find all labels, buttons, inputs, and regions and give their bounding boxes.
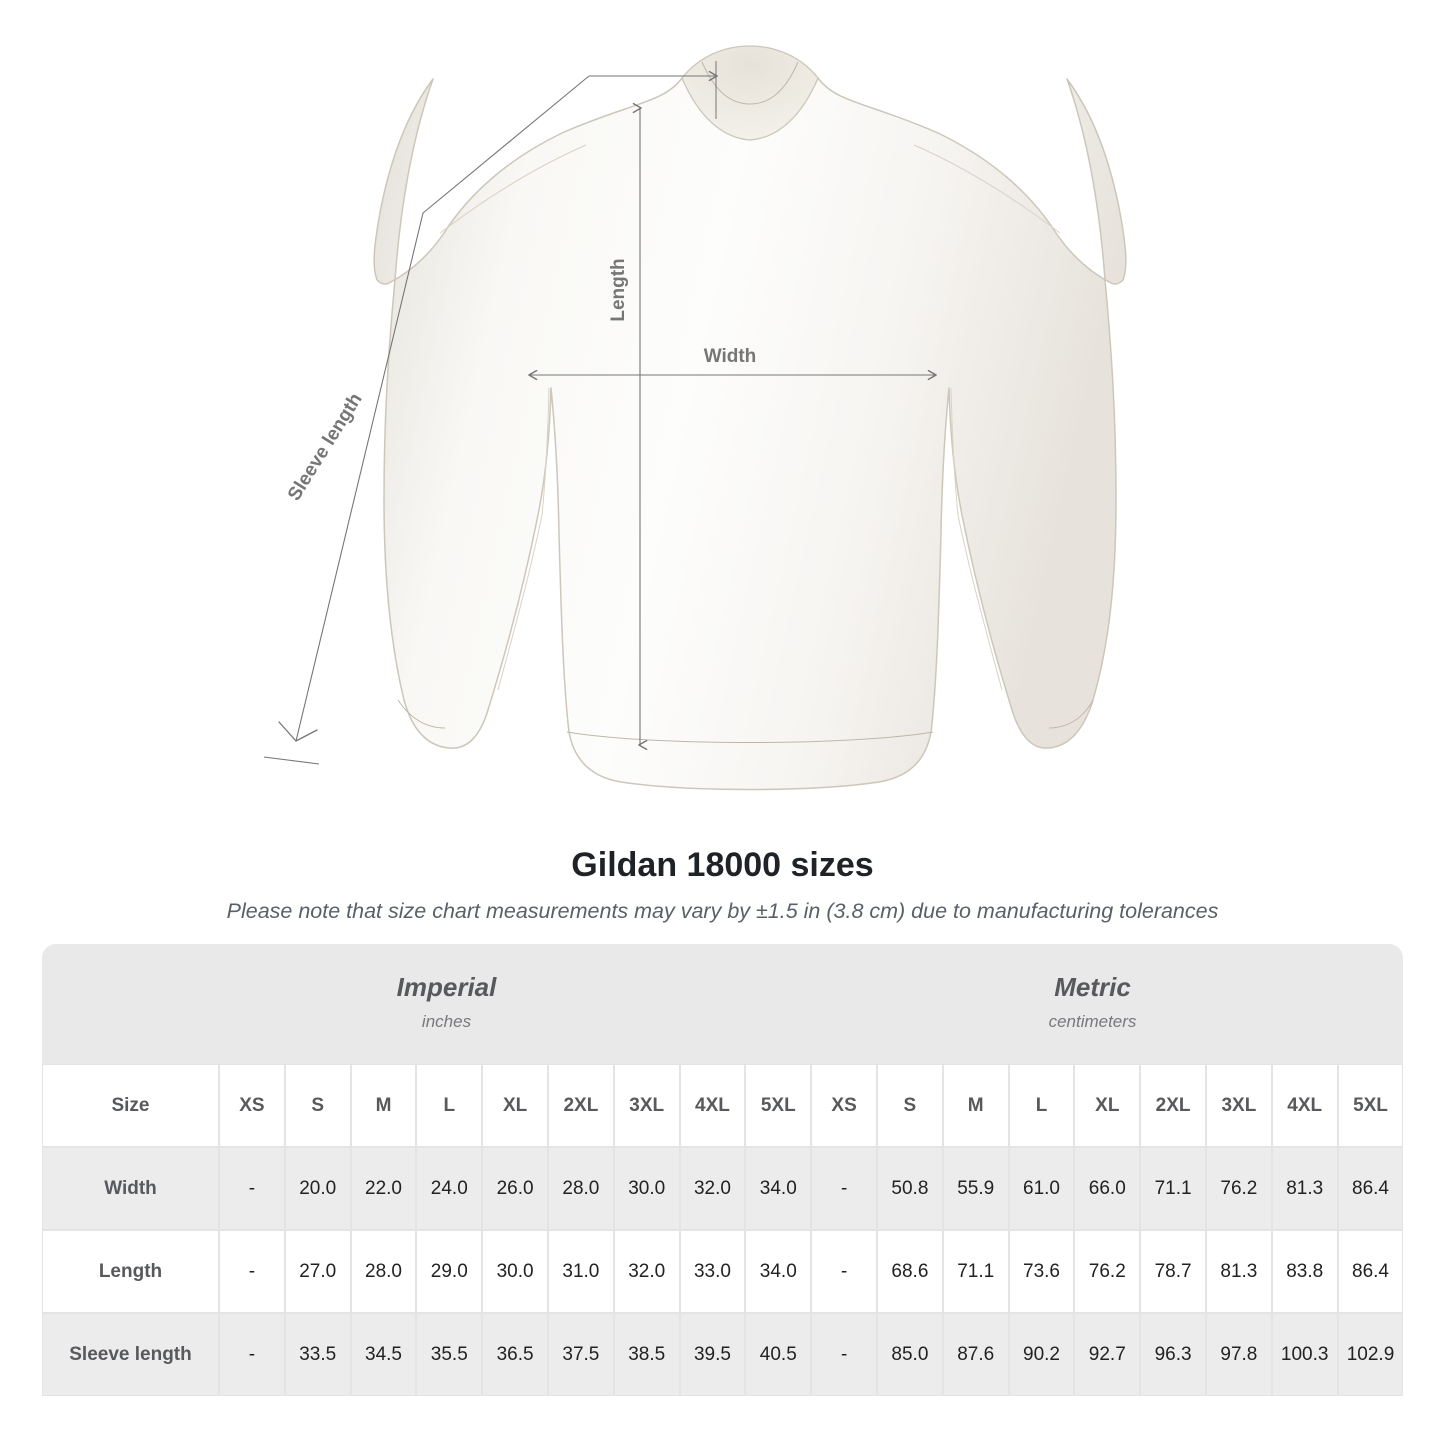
svg-text:Sleeve length: Sleeve length <box>284 390 367 505</box>
svg-text:Width: Width <box>704 346 757 367</box>
svg-text:Length: Length <box>608 258 629 321</box>
